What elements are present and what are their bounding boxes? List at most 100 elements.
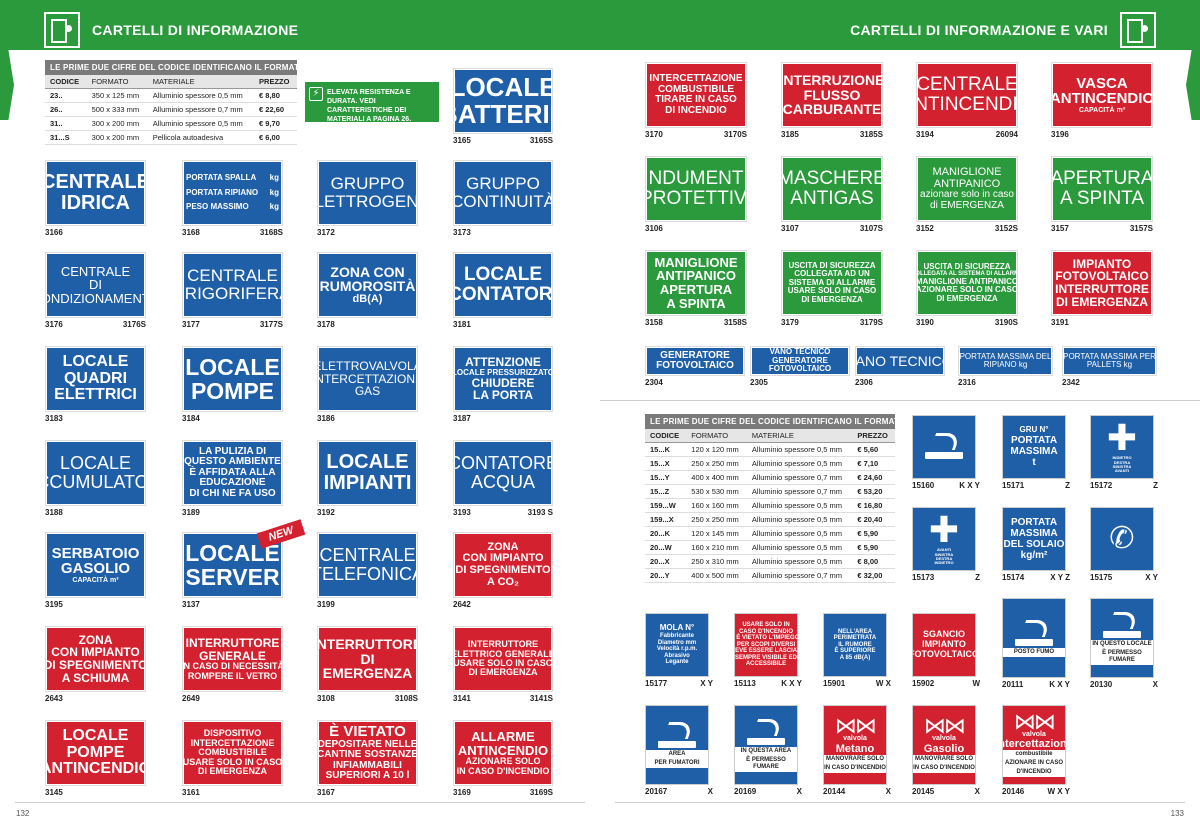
sign-text: PROTETTIVI [645, 188, 747, 209]
product-code: 15113 [734, 679, 756, 688]
table-row: 20...Y 400 x 500 mm Alluminio spessore 0,7… [645, 568, 895, 583]
cell-price: € 20,40 [852, 512, 895, 527]
sign-20146: ⋈⋈valvolaintercettazionecombustibileAZIO… [1002, 705, 1066, 785]
table-row: 15...K 120 x 120 mm Alluminio spessore 0,5… [645, 442, 895, 457]
sign-text: ATTENZIONE [465, 354, 541, 369]
sign-text: INTERCETTAZIONE [649, 73, 743, 84]
sign-20130: IN QUESTO LOCALE È PERMESSO FUMARE [1090, 598, 1154, 678]
sign-3189: LA PULIZIA DI QUESTO AMBIENTE È AFFIDATA A… [182, 440, 283, 506]
sign-text: COMBUSTIBILE [657, 83, 735, 95]
sign-text: QUESTO AMBIENTE [184, 456, 281, 468]
sign-text: LOCALE [453, 71, 553, 102]
product-code: 3168 [182, 228, 200, 237]
sign-3166: CENTRALE IDRICA [45, 160, 146, 226]
page-title-left: CARTELLI DI INFORMAZIONE [92, 22, 299, 38]
available-sizes: X [796, 787, 802, 796]
page-tab-right [1186, 50, 1200, 120]
cell-code: 31...S [45, 130, 87, 145]
sign-text: GENERATORE [772, 355, 828, 365]
sign-text: È SUPERIORE [834, 648, 876, 655]
smoking-area-icon [658, 722, 696, 750]
sign-text: AVANTI [1114, 468, 1130, 474]
product-code: 3187 [453, 414, 471, 423]
sign-3173: GRUPPO CONTINUITÀ [453, 160, 553, 226]
sign-text: valvola [843, 735, 867, 743]
sign-text: IN CASO D'INCENDIO [456, 765, 550, 776]
sign-15175: ✆ [1090, 507, 1154, 571]
sign-text: CASO D'INCENDIO [738, 628, 794, 635]
sign-text: DI [360, 650, 375, 667]
sign-text: MANOVRARE SOLO [824, 754, 886, 764]
cell-format: 250 x 250 mm [686, 456, 747, 471]
sign-text: TELEFONICA [318, 564, 417, 584]
sign-text: DI [89, 277, 102, 293]
product-code: 3183 [45, 414, 63, 423]
cell-code: 26.. [45, 102, 87, 117]
sign-text: DI CHI NE FA USO [189, 487, 276, 499]
cell-code: 159...X [645, 512, 687, 527]
sign-text: PORTATA RIPIANO kg [186, 187, 279, 197]
sign-text: CAPACITÀ m³ [72, 577, 119, 585]
sign-text: CONTINUITÀ [453, 192, 553, 211]
sign-2305: VANO TECNICO GENERATORE FOTOVOLTAICO [750, 346, 850, 376]
sign-text: Gasolio [923, 742, 965, 755]
sign-text: intercettazione [1003, 738, 1065, 751]
sign-text: ELETTRICI [54, 386, 137, 404]
available-sizes: Z [975, 573, 980, 582]
sign-text: ANTIPANICO [656, 268, 736, 284]
available-sizes: X [974, 787, 980, 796]
sign-text: D'INCENDIO [1003, 768, 1065, 778]
sign-text: ELETTROGENO [318, 192, 418, 211]
cell-price: € 7,10 [852, 456, 895, 471]
sign-20169: IN QUESTA AREA È PERMESSO FUMARE [734, 705, 798, 785]
sign-2342: PORTATA MASSIMA PER PALLETS kg [1062, 346, 1157, 376]
sign-text: PORTATA [1010, 434, 1058, 446]
cell-material: Pellicola autoadesiva [147, 130, 255, 145]
product-code: 2316 [958, 378, 976, 387]
sign-2306: VANO TECNICO [855, 346, 945, 376]
product-code: 3172 [317, 228, 335, 237]
section-divider [600, 400, 1200, 401]
sign-text: ANTINCENDIO [1051, 90, 1153, 108]
sign-text: USARE SOLO IN CASO [453, 658, 553, 668]
cell-material: Alluminio spessore 0,7 mm [746, 484, 853, 499]
sign-text: combustibile [1003, 750, 1065, 760]
sign-text: DESTRA [1113, 459, 1131, 465]
col-header: CODICE [45, 75, 87, 89]
cell-code: 15...K [645, 442, 687, 457]
table-row: 20...K 120 x 145 mm Alluminio spessore 0,5… [645, 526, 895, 541]
format-table-right: LE PRIME DUE CIFRE DEL CODICE IDENTIFICA… [645, 414, 905, 583]
sign-text: FOTOVOLTAICO [1055, 269, 1149, 284]
sign-text: dB(A) [352, 292, 383, 305]
sign-text: CENTRALE [319, 545, 416, 566]
available-sizes: Z [1153, 481, 1158, 490]
sign-text: MANOVRARE SOLO [913, 754, 975, 764]
product-code: 2643 [45, 694, 63, 703]
sign-text: INTERRUTTORE [467, 639, 539, 650]
product-code: 3167 [317, 788, 335, 797]
sign-text: ANTINCENDIO [917, 94, 1018, 115]
sign-text: PORTATA [1010, 517, 1058, 528]
sign-3191: IMPIANTO FOTOVOLTAICO INTERRUTTORE DI EMERG… [1051, 250, 1153, 316]
no-smoking-area-icon [925, 433, 963, 461]
cell-code: 15...Y [645, 470, 687, 485]
col-header: MATERIALE [147, 75, 255, 89]
table-title: LE PRIME DUE CIFRE DEL CODICE IDENTIFICA… [45, 60, 305, 75]
available-sizes: W X Y [1047, 787, 1070, 796]
available-sizes: X [707, 787, 713, 796]
sign-text: PER SCOPI DIVERSI [736, 641, 796, 648]
sign-text: CAPACITÀ m³ [1078, 107, 1126, 115]
sign-3179: USCITA DI SICUREZZA COLLEGATA AD UN SISTEM… [781, 250, 883, 316]
product-code: 15171 [1002, 481, 1025, 490]
sign-text: LOCALE [62, 726, 129, 744]
sign-text: È VIETATO [329, 723, 406, 741]
cell-format: 160 x 210 mm [686, 540, 747, 555]
sign-text: DI EMERGENZA [468, 667, 538, 678]
cell-code: 15...X [645, 456, 687, 471]
sign-text: MASSIMA [1010, 528, 1058, 539]
cell-code: 15...Z [645, 484, 687, 499]
sign-text: IN CASO D'INCENDIO [824, 763, 886, 773]
sign-3194: CENTRALEANTINCENDIO [916, 62, 1018, 128]
sign-text: ZONA [78, 632, 113, 647]
available-sizes: K X Y [959, 481, 980, 490]
